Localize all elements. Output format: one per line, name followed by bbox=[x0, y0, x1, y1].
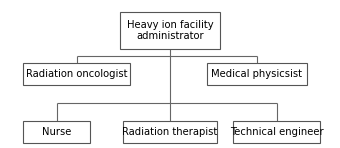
FancyBboxPatch shape bbox=[123, 121, 217, 143]
Text: Heavy ion facility
administrator: Heavy ion facility administrator bbox=[127, 20, 213, 41]
Text: Technical engineer: Technical engineer bbox=[230, 127, 323, 137]
FancyBboxPatch shape bbox=[120, 12, 220, 49]
Text: Radiation therapist: Radiation therapist bbox=[122, 127, 218, 137]
FancyBboxPatch shape bbox=[23, 121, 90, 143]
FancyBboxPatch shape bbox=[207, 63, 307, 85]
FancyBboxPatch shape bbox=[233, 121, 320, 143]
FancyBboxPatch shape bbox=[23, 63, 130, 85]
Text: Radiation oncologist: Radiation oncologist bbox=[26, 69, 128, 79]
Text: Nurse: Nurse bbox=[42, 127, 71, 137]
Text: Medical physicsist: Medical physicsist bbox=[211, 69, 302, 79]
